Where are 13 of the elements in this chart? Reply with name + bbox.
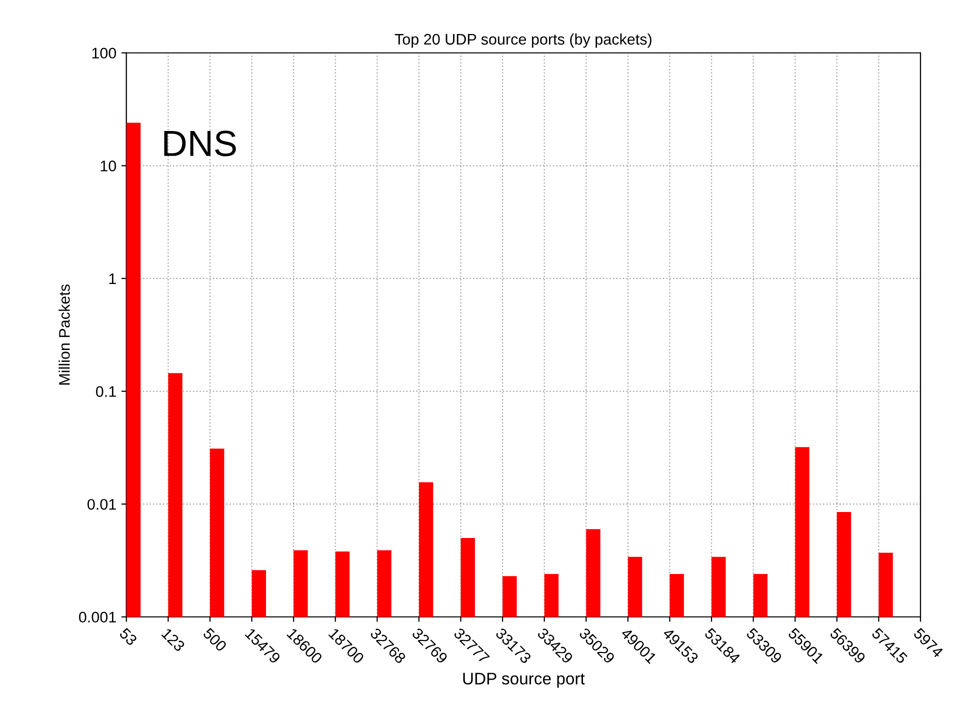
x-tick-label: 500 [202, 627, 228, 652]
x-axis-title: UDP source port [463, 672, 585, 688]
x-tick-label: 123 [161, 628, 186, 652]
y-tick-label: 1 [109, 274, 116, 284]
y-axis-title: Million Packets [58, 284, 70, 385]
annotation: DNS [164, 130, 236, 156]
chart-title: Top 20 UDP source ports (by packets) [394, 33, 652, 48]
y-tick-label: 0.01 [88, 498, 116, 510]
y-tick-label: 100 [92, 48, 116, 59]
y-tick-label: 0.001 [79, 612, 116, 623]
x-tick-label: 53 [118, 627, 138, 646]
y-tick-label: 0.1 [96, 386, 116, 397]
y-tick-label: 10 [100, 160, 116, 172]
